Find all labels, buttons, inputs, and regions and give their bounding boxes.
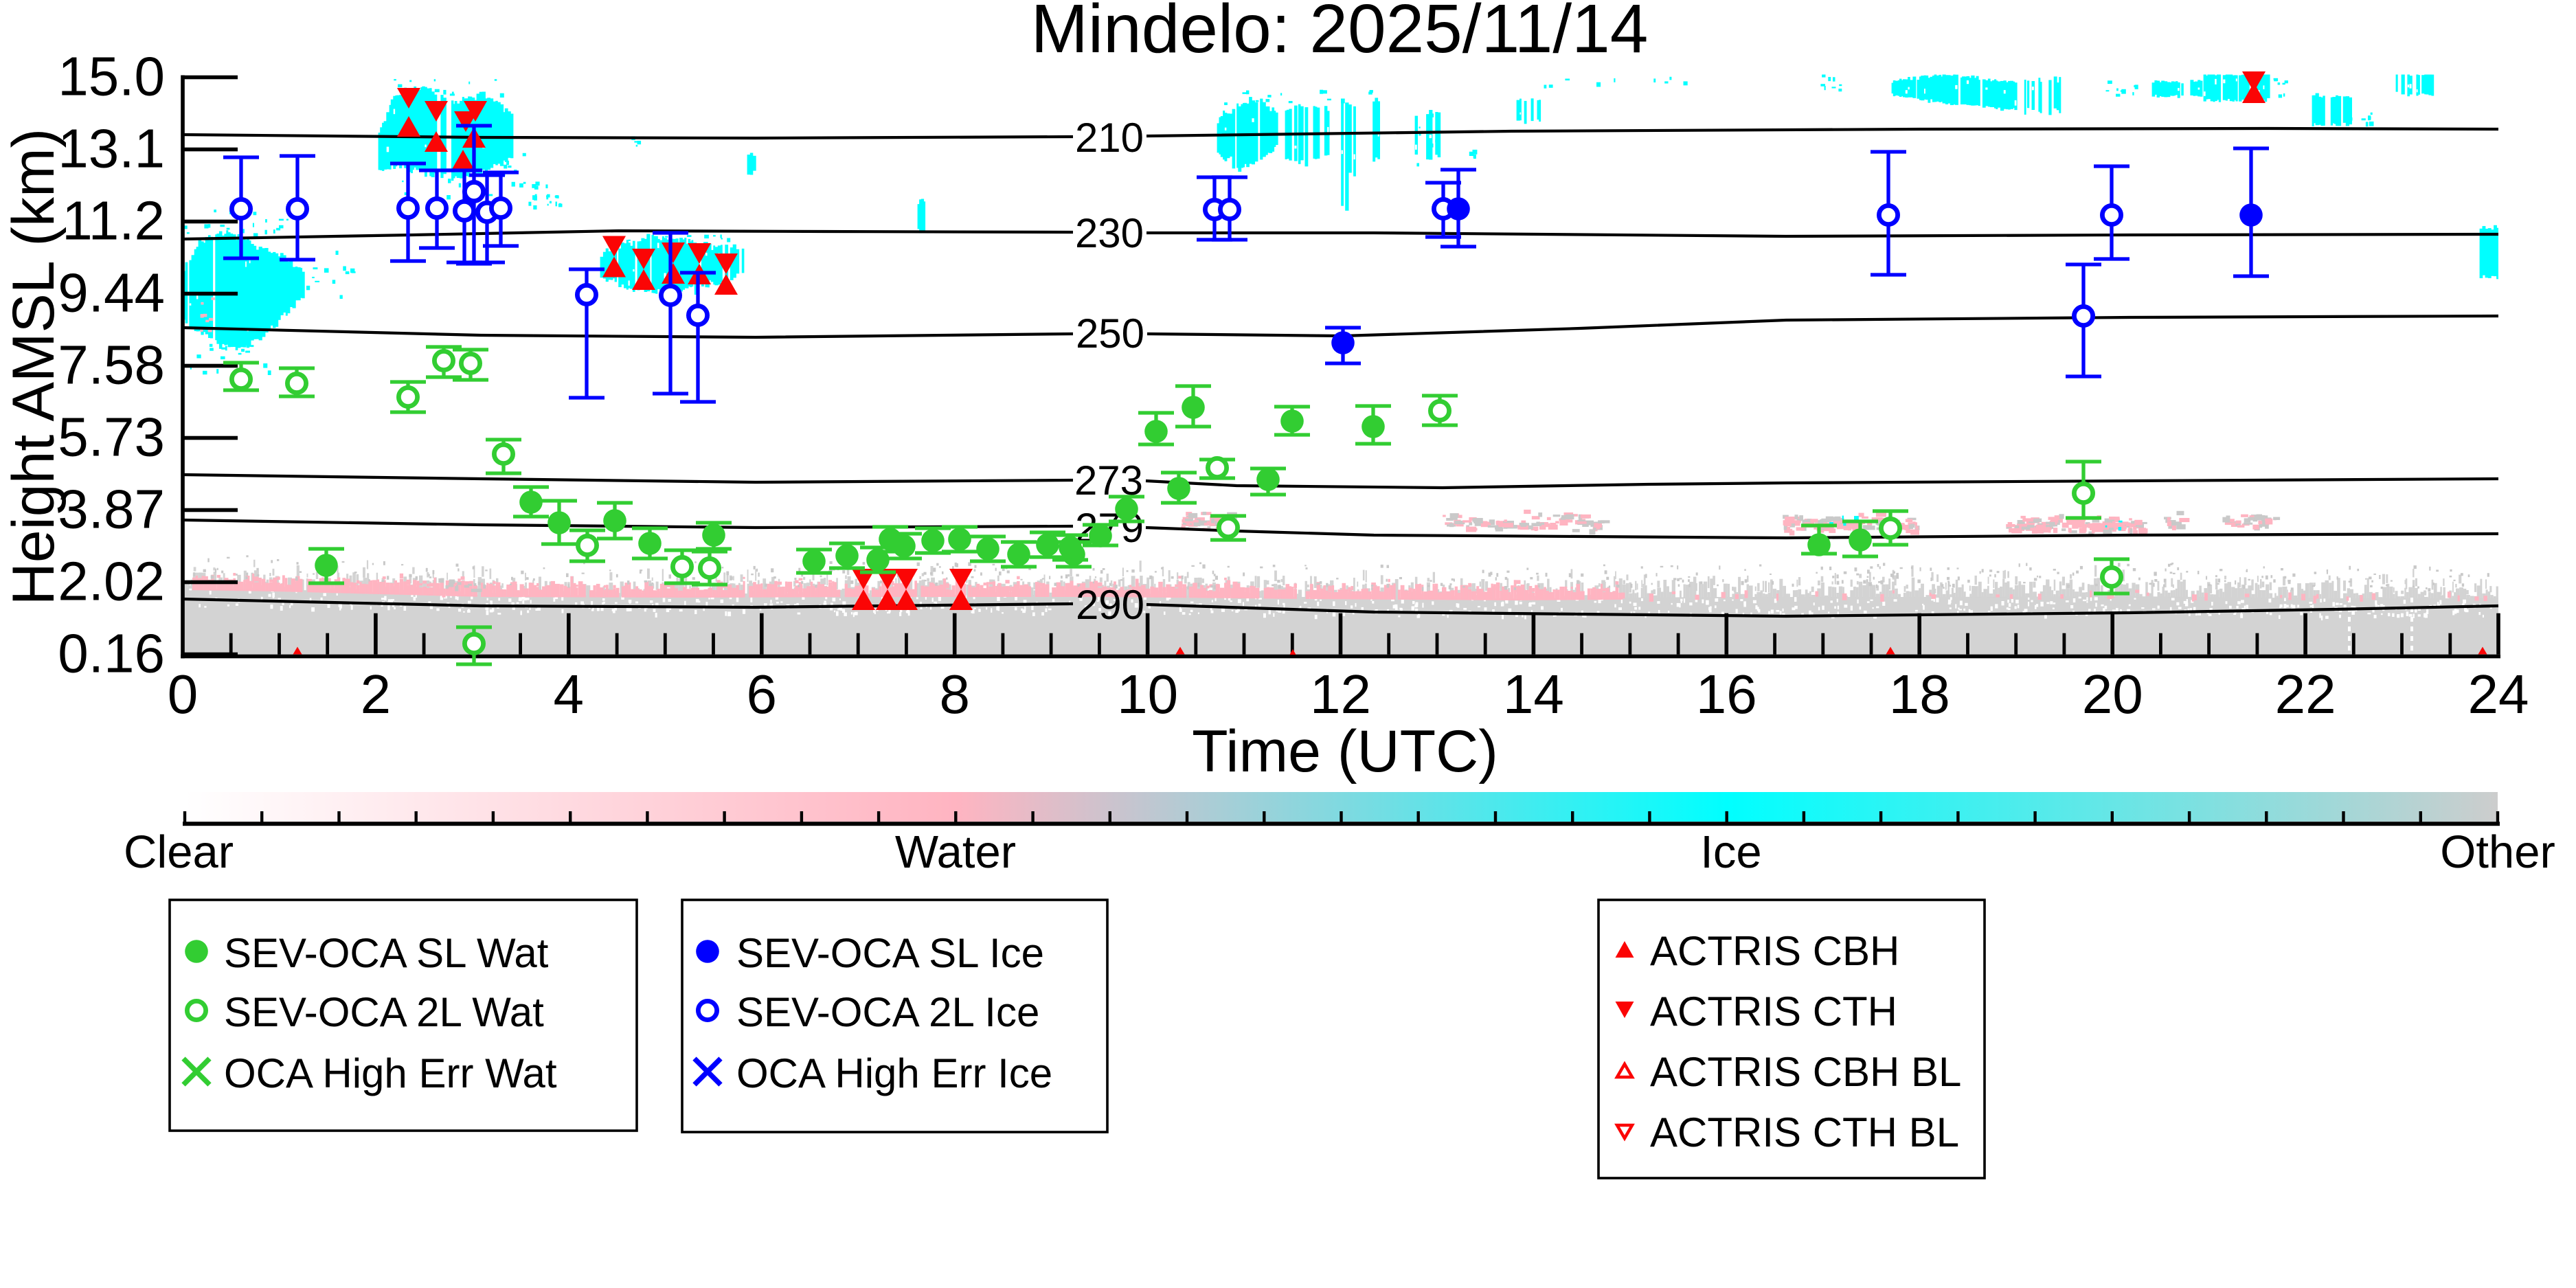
svg-text:ACTRIS CBH BL: ACTRIS CBH BL <box>1650 1049 1961 1095</box>
svg-text:Height AMSL (km): Height AMSL (km) <box>1 128 67 606</box>
svg-text:0: 0 <box>168 664 199 725</box>
svg-text:Time (UTC): Time (UTC) <box>1192 719 1498 784</box>
svg-text:6: 6 <box>747 664 778 725</box>
svg-text:Ice: Ice <box>1700 826 1761 878</box>
svg-text:SEV-OCA 2L Ice: SEV-OCA 2L Ice <box>736 989 1039 1035</box>
svg-text:2: 2 <box>361 664 392 725</box>
svg-text:5.73: 5.73 <box>58 407 165 468</box>
svg-text:7.58: 7.58 <box>58 335 165 396</box>
svg-text:12: 12 <box>1310 664 1371 725</box>
svg-text:ACTRIS CBH: ACTRIS CBH <box>1650 928 1899 974</box>
svg-text:4: 4 <box>554 664 585 725</box>
svg-text:11.2: 11.2 <box>62 190 165 251</box>
svg-text:10: 10 <box>1117 664 1178 725</box>
svg-text:Clear: Clear <box>124 826 234 878</box>
svg-text:290: 290 <box>1076 582 1144 628</box>
svg-text:3.87: 3.87 <box>58 479 165 540</box>
svg-text:14: 14 <box>1503 664 1564 725</box>
svg-text:OCA High Err Wat: OCA High Err Wat <box>224 1050 557 1096</box>
svg-text:210: 210 <box>1075 115 1144 161</box>
svg-text:22: 22 <box>2275 664 2336 725</box>
svg-text:SEV-OCA 2L Wat: SEV-OCA 2L Wat <box>224 989 544 1035</box>
svg-text:8: 8 <box>939 664 970 725</box>
svg-text:250: 250 <box>1076 310 1144 357</box>
svg-text:SEV-OCA SL Ice: SEV-OCA SL Ice <box>736 930 1044 976</box>
svg-text:9.44: 9.44 <box>58 262 165 324</box>
svg-text:20: 20 <box>2082 664 2143 725</box>
svg-text:24: 24 <box>2468 664 2529 725</box>
svg-text:Mindelo: 2025/11/14: Mindelo: 2025/11/14 <box>1031 0 1649 67</box>
svg-text:ACTRIS CTH: ACTRIS CTH <box>1650 988 1897 1035</box>
svg-text:Water: Water <box>895 826 1016 878</box>
svg-text:ACTRIS CTH BL: ACTRIS CTH BL <box>1650 1109 1959 1155</box>
svg-text:2.02: 2.02 <box>58 551 165 612</box>
svg-text:16: 16 <box>1696 664 1757 725</box>
svg-text:15.0: 15.0 <box>58 46 165 107</box>
svg-text:0.16: 0.16 <box>58 623 165 684</box>
svg-text:SEV-OCA SL Wat: SEV-OCA SL Wat <box>224 930 549 976</box>
svg-text:Other: Other <box>2440 826 2555 878</box>
svg-text:13.1: 13.1 <box>58 118 165 179</box>
svg-text:OCA High Err Ice: OCA High Err Ice <box>736 1050 1052 1096</box>
svg-text:230: 230 <box>1075 210 1144 256</box>
svg-text:18: 18 <box>1889 664 1950 725</box>
